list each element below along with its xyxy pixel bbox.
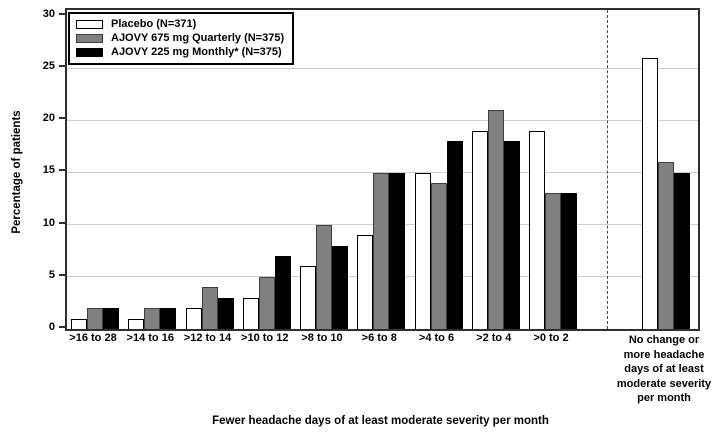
bar-series1-cat1 — [144, 308, 161, 329]
y-tick-mark-25 — [59, 65, 65, 68]
bar-series1-cat5 — [373, 172, 390, 329]
x-tick-label-9: No change or more headache days of at le… — [616, 334, 712, 404]
y-tick-mark-20 — [59, 117, 65, 120]
legend-swatch-0 — [76, 19, 103, 29]
x-tick-label-0: >16 to 28 — [69, 332, 117, 344]
x-tick-label-7: >2 to 4 — [476, 332, 512, 344]
x-tick-label-2: >12 to 14 — [183, 332, 232, 344]
bar-series2-cat8 — [561, 193, 577, 329]
bar-series2-cat5 — [389, 172, 406, 329]
bar-series2-cat6 — [446, 141, 463, 329]
bar-series0-cat5 — [357, 235, 374, 329]
gridline-25 — [67, 67, 698, 69]
legend-swatch-1 — [76, 33, 103, 43]
legend-row-2: AJOVY 225 mg Monthly* (N=375) — [76, 45, 284, 59]
x-tick-label-5: >6 to 8 — [361, 332, 397, 344]
y-tick-mark-5 — [59, 273, 65, 276]
bar-series1-cat6 — [430, 182, 447, 329]
bar-series1-cat4 — [316, 224, 332, 329]
x-tick-label-3: >10 to 12 — [241, 332, 289, 344]
x-tick-label-1: >14 to 16 — [126, 332, 174, 344]
y-tick-label-10: 10 — [42, 216, 55, 229]
bar-series0-cat1 — [128, 318, 145, 329]
legend-label-1: AJOVY 675 mg Quarterly (N=375) — [111, 32, 285, 44]
plot-area — [65, 8, 700, 331]
bar-series2-cat0 — [103, 308, 119, 329]
bar-series0-cat3 — [242, 297, 259, 329]
gridline-20 — [67, 119, 698, 121]
y-tick-label-25: 25 — [42, 60, 55, 73]
bar-series0-cat7 — [471, 130, 488, 329]
legend-swatch-2 — [76, 47, 103, 57]
legend: Placebo (N=371) AJOVY 675 mg Quarterly (N… — [68, 12, 295, 65]
x-tick-label-6: >4 to 6 — [418, 332, 455, 344]
x-tick-label-4: >8 to 10 — [301, 332, 343, 344]
bar-series2-cat1 — [160, 308, 177, 329]
y-tick-label-5: 5 — [48, 268, 55, 281]
gridline-15 — [67, 171, 698, 173]
x-axis-title: Fewer headache days of at least moderate… — [212, 415, 549, 427]
y-tick-mark-15 — [59, 169, 65, 172]
bar-series1-cat9 — [658, 162, 674, 329]
legend-label-2: AJOVY 225 mg Monthly* (N=375) — [111, 46, 282, 58]
bar-series1-cat7 — [487, 109, 504, 329]
y-tick-label-15: 15 — [42, 164, 55, 177]
bar-series2-cat2 — [217, 297, 234, 329]
y-axis-title: Percentage of patients — [11, 110, 23, 234]
bar-series2-cat3 — [274, 255, 291, 329]
y-tick-mark-0 — [59, 325, 65, 328]
bar-series0-cat8 — [529, 130, 545, 329]
x-tick-label-8: >0 to 2 — [533, 332, 569, 344]
bar-series1-cat8 — [545, 193, 561, 329]
bar-series0-cat4 — [300, 266, 316, 329]
legend-row-1: AJOVY 675 mg Quarterly (N=375) — [76, 31, 284, 45]
y-tick-label-20: 20 — [42, 112, 55, 125]
bar-series0-cat6 — [414, 172, 431, 329]
y-tick-mark-10 — [59, 221, 65, 224]
y-tick-label-0: 0 — [48, 320, 55, 333]
y-tick-mark-30 — [59, 13, 65, 15]
legend-label-0: Placebo (N=371) — [111, 18, 197, 30]
bar-series1-cat0 — [87, 308, 103, 329]
bar-series0-cat9 — [642, 57, 658, 329]
bar-series2-cat4 — [332, 245, 348, 329]
bar-series1-cat2 — [201, 287, 218, 329]
dashed-separator-line — [607, 10, 608, 329]
bar-series0-cat0 — [71, 318, 87, 329]
bar-series2-cat9 — [674, 172, 690, 329]
bar-series0-cat2 — [185, 308, 202, 329]
legend-row-0: Placebo (N=371) — [76, 17, 284, 31]
bar-series2-cat7 — [503, 141, 520, 329]
bar-series1-cat3 — [258, 276, 275, 329]
y-tick-label-30: 30 — [42, 8, 55, 20]
